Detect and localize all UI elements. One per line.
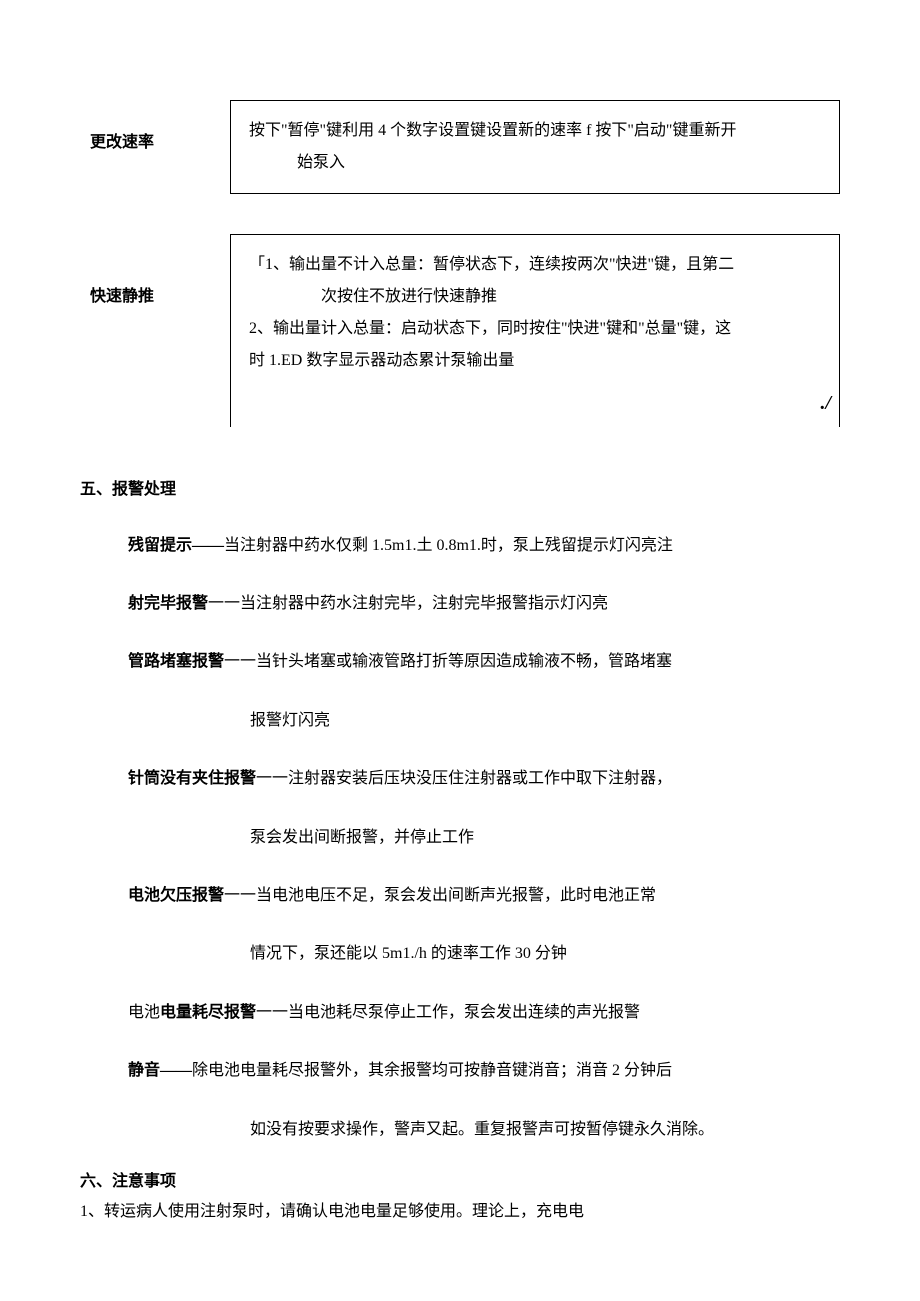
- text-fast-line2a: 2、输出量计入总量：启动状态下，同时按住"快进"键和"总量"键，这: [249, 320, 731, 337]
- corner-mark: ./: [820, 383, 831, 423]
- alarm-bold: 射完毕报警: [128, 595, 208, 612]
- text-change-rate-line1: 按下"暂停"键利用 4 个数字设置键设置新的速率 f 按下"启动"键重新开: [249, 122, 736, 139]
- row-change-rate: 更改速率 按下"暂停"键利用 4 个数字设置键设置新的速率 f 按下"启动"键重…: [80, 100, 840, 194]
- alarm-item-0: 残留提示——当注射器中药水仅剩 1.5m1.土 0.8m1.时，泵上残留提示灯闪…: [128, 527, 840, 565]
- alarm-item-2: 管路堵塞报警一一当针头堵塞或输液管路打折等原因造成输液不畅，管路堵塞: [128, 643, 840, 681]
- alarm-prefix: 电池: [128, 1004, 160, 1021]
- alarm-cont-3: 泵会发出间断报警，并停止工作: [250, 819, 840, 857]
- section6: 六、注意事项 1、转运病人使用注射泵时，请确认电池电量足够使用。理论上，充电电: [80, 1169, 840, 1227]
- document-page: 更改速率 按下"暂停"键利用 4 个数字设置键设置新的速率 f 按下"启动"键重…: [0, 0, 920, 1301]
- box-change-rate: 按下"暂停"键利用 4 个数字设置键设置新的速率 f 按下"启动"键重新开 始泵…: [230, 100, 840, 194]
- alarm-cont-4: 情况下，泵还能以 5m1./h 的速率工作 30 分钟: [250, 935, 840, 973]
- alarm-list: 残留提示——当注射器中药水仅剩 1.5m1.土 0.8m1.时，泵上残留提示灯闪…: [80, 527, 840, 1149]
- alarm-rest: 一一当电池耗尽泵停止工作，泵会发出连续的声光报警: [256, 1004, 640, 1021]
- alarm-cont-2: 报警灯闪亮: [250, 702, 840, 740]
- alarm-bold: 电量耗尽报警: [160, 1004, 256, 1021]
- text-fast-line1: 「1、输出量不计入总量：暂停状态下，连续按两次"快进"键，且第二: [249, 256, 734, 273]
- text-change-rate-indent: 始泵入: [249, 147, 821, 179]
- section5-title: 五、报警处理: [80, 477, 840, 503]
- alarm-bold: 电池欠压报警: [128, 887, 224, 904]
- text-fast-line1-cont: 次按住不放进行快速静推: [249, 281, 821, 313]
- text-fast-line2b: 时 1.ED 数字显示器动态累计泵输出量: [249, 352, 514, 369]
- alarm-bold: 管路堵塞报警: [128, 653, 224, 670]
- section6-title: 六、注意事项: [80, 1169, 840, 1195]
- alarm-rest: 当注射器中药水仅剩 1.5m1.土 0.8m1.时，泵上残留提示灯闪亮注: [224, 537, 673, 554]
- alarm-bold: 静音——: [128, 1062, 192, 1079]
- alarm-item-3: 针筒没有夹住报警一一注射器安装后压块没压住注射器或工作中取下注射器，: [128, 760, 840, 798]
- alarm-rest: 一一当注射器中药水注射完毕，注射完毕报警指示灯闪亮: [208, 595, 608, 612]
- alarm-rest: 一一当电池电压不足，泵会发出间断声光报警，此时电池正常: [224, 887, 656, 904]
- alarm-item-5: 电池电量耗尽报警一一当电池耗尽泵停止工作，泵会发出连续的声光报警: [128, 994, 840, 1032]
- alarm-rest: 一一注射器安装后压块没压住注射器或工作中取下注射器，: [256, 770, 672, 787]
- section6-item1: 1、转运病人使用注射泵时，请确认电池电量足够使用。理论上，充电电: [80, 1198, 840, 1227]
- box-fast-push: 「1、输出量不计入总量：暂停状态下，连续按两次"快进"键，且第二 次按住不放进行…: [230, 234, 840, 427]
- alarm-item-1: 射完毕报警一一当注射器中药水注射完毕，注射完毕报警指示灯闪亮: [128, 585, 840, 623]
- alarm-item-6: 静音——除电池电量耗尽报警外，其余报警均可按静音键消音；消音 2 分钟后: [128, 1052, 840, 1090]
- label-change-rate: 更改速率: [80, 100, 230, 156]
- alarm-rest: 一一当针头堵塞或输液管路打折等原因造成输液不畅，管路堵塞: [224, 653, 672, 670]
- alarm-bold: 针筒没有夹住报警: [128, 770, 256, 787]
- alarm-rest: 除电池电量耗尽报警外，其余报警均可按静音键消音；消音 2 分钟后: [192, 1062, 672, 1079]
- alarm-item-4: 电池欠压报警一一当电池电压不足，泵会发出间断声光报警，此时电池正常: [128, 877, 840, 915]
- label-fast-push: 快速静推: [80, 234, 230, 310]
- row-fast-push: 快速静推 「1、输出量不计入总量：暂停状态下，连续按两次"快进"键，且第二 次按…: [80, 234, 840, 427]
- alarm-cont-6: 如没有按要求操作，警声又起。重复报警声可按暂停键永久消除。: [250, 1111, 840, 1149]
- alarm-bold: 残留提示——: [128, 537, 224, 554]
